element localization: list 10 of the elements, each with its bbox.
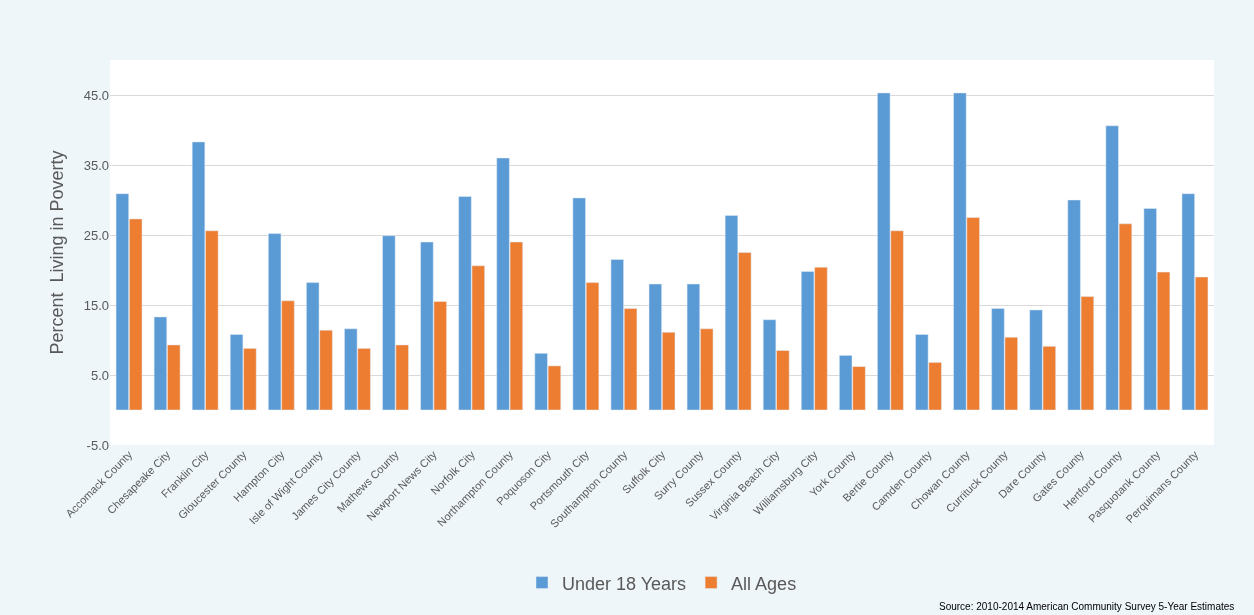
y-tick-label: -5.0 [86,437,109,453]
y-axis-title: Percent Living in Poverty [46,150,67,355]
legend-label: All Ages [731,573,797,594]
y-tick-label: 5.0 [90,367,109,383]
legend-label: Under 18 Years [562,573,687,594]
source-note: Source: 2010-2014 American Community Survey 5-Year Estimates [939,601,1235,612]
y-tick-label: 15.0 [83,297,109,313]
y-tick-label: 35.0 [83,157,109,173]
y-tick-label: 45.0 [83,87,109,103]
y-tick-label: 25.0 [83,227,109,243]
